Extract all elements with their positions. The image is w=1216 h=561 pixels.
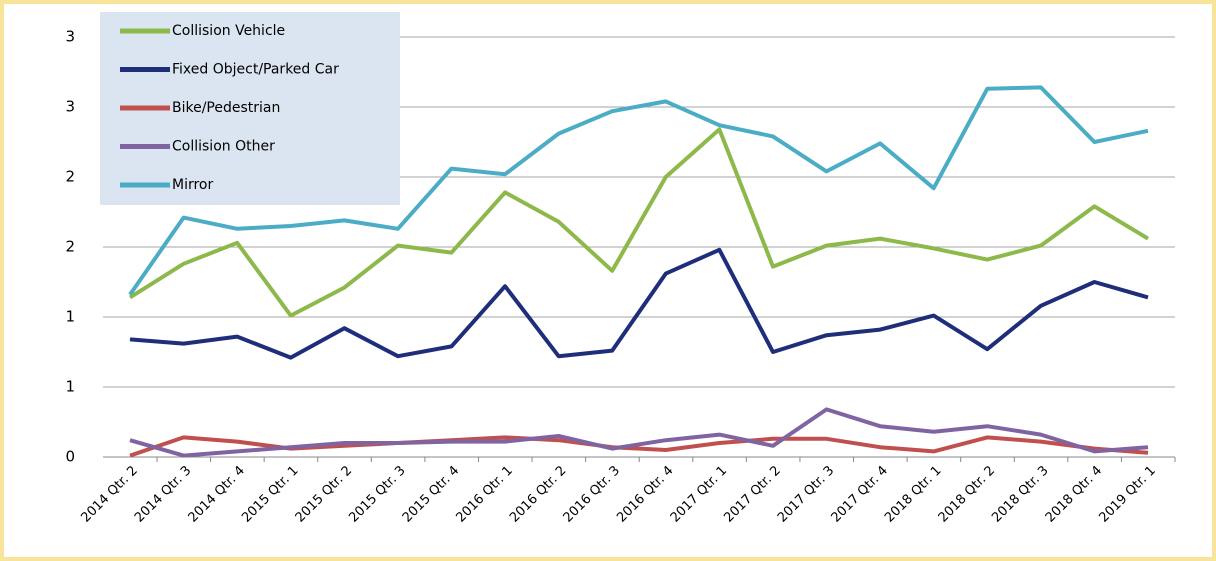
legend-label: Fixed Object/Parked Car [172,62,339,78]
y-tick-label: 2 [65,238,75,256]
y-tick-label: 2 [65,168,75,186]
y-tick-label: 1 [65,308,75,326]
legend-label: Collision Other [172,139,275,155]
y-tick-label: 0 [65,448,75,466]
legend-label: Bike/Pedestrian [172,100,280,116]
y-tick-label: 3 [65,98,75,116]
series-line [129,247,1149,360]
legend-label: Collision Vehicle [172,23,285,39]
y-tick-label: 1 [65,378,75,396]
legend-label: Mirror [172,177,213,193]
series-line [129,407,1149,458]
y-tick-label: 3 [65,28,75,46]
series-line [128,127,1150,318]
series-line [128,85,1149,296]
